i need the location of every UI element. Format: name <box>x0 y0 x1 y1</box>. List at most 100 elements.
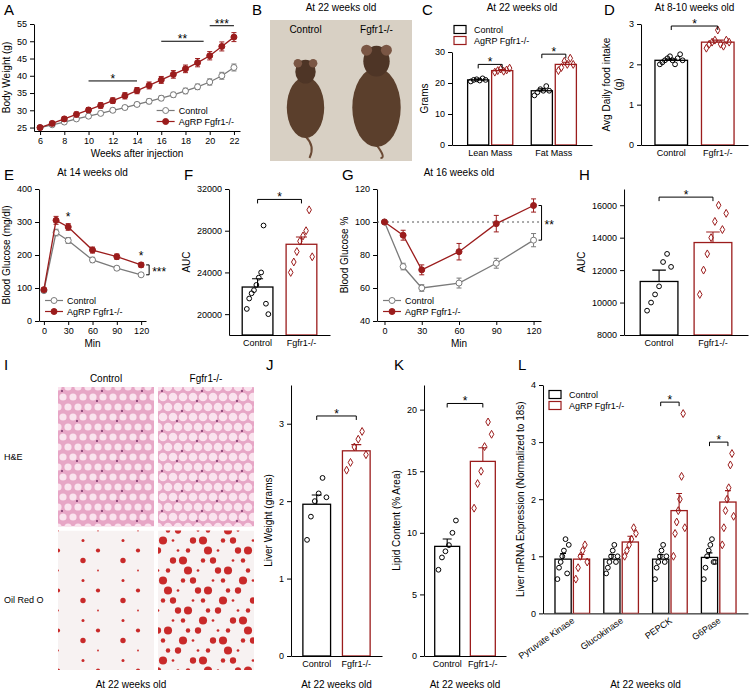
subtitle: At 8-10 weeks old <box>655 2 735 13</box>
y-tick-mark <box>30 128 34 129</box>
y-tick-label: 1 <box>531 552 536 562</box>
cell <box>159 453 168 462</box>
cell <box>254 443 255 452</box>
data-point <box>710 537 715 542</box>
cell <box>84 387 91 391</box>
data-point <box>556 67 561 75</box>
x-tick: 90 <box>492 321 502 336</box>
subtitle: At 16 weeks old <box>424 167 495 178</box>
cell <box>184 523 193 527</box>
y-axis-line <box>424 386 425 657</box>
nucleus <box>141 390 143 392</box>
x-tick: Pyruvate Kinase <box>517 613 576 661</box>
cell <box>184 463 193 472</box>
data-point <box>565 571 570 576</box>
error-bar <box>207 79 212 85</box>
y-tick: 0 <box>27 316 39 326</box>
y-tick-mark <box>448 145 452 146</box>
x-tick-mark <box>422 321 423 325</box>
cell <box>244 483 253 492</box>
data-point <box>726 484 731 492</box>
lipid-droplet <box>226 588 231 593</box>
lipid-droplet <box>120 598 125 603</box>
cell <box>58 483 62 490</box>
lipid-droplet <box>246 608 251 613</box>
significance-label: * <box>488 55 493 69</box>
error-bar <box>122 105 127 109</box>
x-tick-mark <box>137 131 138 135</box>
y-tick: 10 <box>407 528 424 538</box>
lipid-droplet <box>136 628 140 632</box>
nucleus <box>101 470 103 472</box>
y-axis-title: Liver mRNA Expression (Normalized to 18s… <box>515 401 526 597</box>
x-tick: 0 <box>42 321 47 336</box>
nucleus <box>196 440 198 442</box>
cell <box>164 463 173 472</box>
cell <box>94 387 101 391</box>
y-tick-label: 0 <box>27 316 32 326</box>
cell <box>219 393 228 402</box>
lipid-droplet <box>170 557 176 563</box>
cell <box>149 453 154 460</box>
nucleus <box>161 430 163 432</box>
cell <box>179 473 188 482</box>
lipid-droplet <box>239 576 247 584</box>
data-point <box>138 262 144 268</box>
nucleus <box>81 490 83 492</box>
lipid-droplet <box>204 666 212 670</box>
cell <box>174 443 183 452</box>
legend-label: Control <box>179 106 208 116</box>
lipid-droplet <box>195 587 201 593</box>
plot-marks <box>41 216 144 293</box>
cell <box>174 387 183 391</box>
lipid-droplet <box>166 648 171 653</box>
cell <box>64 387 71 391</box>
x-tick: Control <box>657 145 686 158</box>
bar <box>604 559 620 613</box>
nucleus <box>96 520 98 522</box>
cell <box>84 443 91 450</box>
lipid-droplet <box>210 557 216 563</box>
cell <box>134 483 141 490</box>
y-tick-mark <box>620 270 624 271</box>
x-tick: 10 <box>84 131 94 146</box>
y-axis-title-line: AUC <box>181 251 192 272</box>
significance-label: * <box>139 249 144 263</box>
cell <box>79 493 86 500</box>
cell <box>224 443 233 452</box>
x-tick-label: Pyruvate Kinase <box>517 615 576 661</box>
nucleus <box>76 420 78 422</box>
cell <box>64 503 71 510</box>
cell <box>114 463 121 470</box>
data-point <box>531 237 537 243</box>
y-axis-title-line: Blood Glucose (mg/dl) <box>1 206 12 305</box>
y-tick-label: 100 <box>17 283 32 293</box>
cell <box>254 463 255 472</box>
lipid-droplet <box>241 638 246 643</box>
cell <box>189 393 198 402</box>
x-axis: 6810121416182022 <box>35 131 241 146</box>
lipid-droplet <box>197 649 200 652</box>
y-tick-mark <box>225 231 229 232</box>
data-point <box>170 92 176 98</box>
data-point <box>266 312 271 317</box>
lipid-droplet <box>250 597 254 603</box>
cell <box>149 473 154 480</box>
data-point <box>607 560 612 565</box>
y-tick-label: 10 <box>407 528 417 538</box>
x-tick: 18 <box>181 131 191 146</box>
reference-line <box>377 222 541 223</box>
cell <box>99 473 106 480</box>
error-bar <box>706 232 720 243</box>
data-point <box>114 265 120 271</box>
y-axis: 05101520 <box>407 386 425 662</box>
cell <box>164 423 173 432</box>
y-tick: 120 <box>355 184 377 194</box>
nucleus <box>96 440 98 442</box>
cell <box>189 453 198 462</box>
x-tick: G6Pase <box>690 613 722 642</box>
cell <box>174 463 183 472</box>
x-axis: ControlFgfr1-/- <box>292 656 383 669</box>
cell <box>79 393 86 400</box>
nucleus <box>76 500 78 502</box>
